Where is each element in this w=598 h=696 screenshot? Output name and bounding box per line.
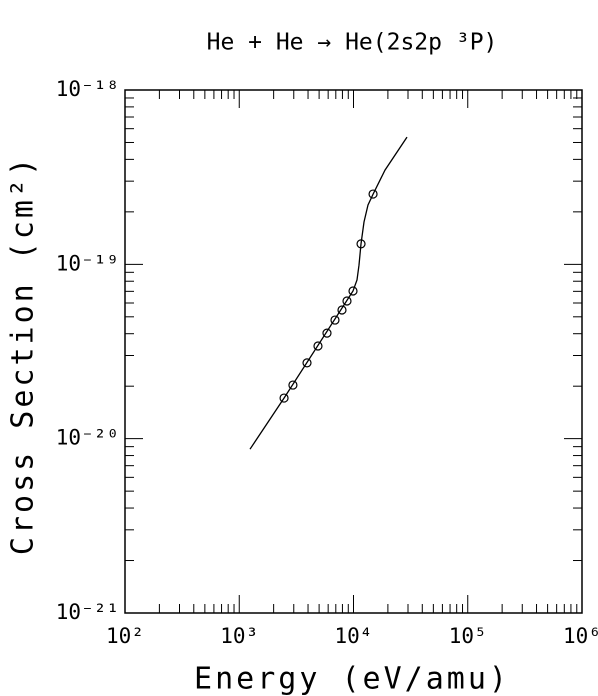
data-point [356, 239, 366, 249]
x-tick-label: 10⁶ [563, 624, 598, 648]
x-axis-label: Energy (eV/amu) [194, 662, 510, 696]
y-tick-label: 10⁻¹⁸ [56, 77, 119, 101]
data-point [313, 341, 323, 351]
data-point [288, 380, 298, 390]
data-point [279, 393, 289, 403]
data-point [348, 286, 358, 296]
y-axis-label: Cross Section (cm²) [6, 155, 41, 555]
x-tick-label: 10⁵ [449, 624, 487, 648]
y-tick-label: 10⁻²¹ [56, 600, 119, 624]
y-tick-label: 10⁻²⁰ [56, 426, 119, 450]
plot-frame [124, 89, 583, 614]
x-tick-label: 10³ [220, 624, 258, 648]
data-point [330, 315, 340, 325]
data-point [337, 305, 347, 315]
data-point [322, 328, 332, 338]
data-point [368, 189, 378, 199]
x-tick-label: 10² [106, 624, 144, 648]
data-point [342, 296, 352, 306]
y-tick-label: 10⁻¹⁹ [56, 251, 119, 275]
fit-curve [249, 136, 408, 450]
chart-title: He + He → He(2s2p ³P) [207, 30, 498, 56]
data-point [302, 358, 312, 368]
x-tick-label: 10⁴ [335, 624, 373, 648]
